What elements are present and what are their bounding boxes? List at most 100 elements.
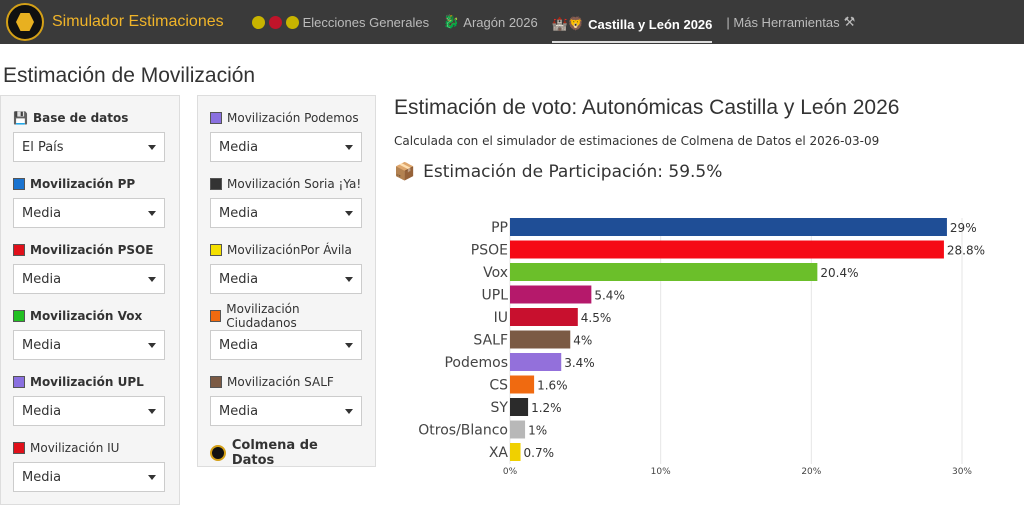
select-value: Media [22, 403, 62, 419]
select-dropdown[interactable]: Media [210, 264, 362, 294]
label-text: Movilización Ciudadanos [226, 302, 300, 330]
chevron-down-icon [148, 342, 156, 348]
category-label: UPL [482, 288, 509, 304]
label-text: MovilizaciónPor Ávila [227, 243, 352, 257]
category-label: Otros/Blanco [418, 423, 508, 439]
select-value: Media [22, 271, 62, 287]
select-dropdown[interactable]: Media [13, 264, 165, 294]
data-label: 4.5% [581, 311, 612, 325]
select-dropdown[interactable]: Media [13, 330, 165, 360]
color-swatch-icon [210, 376, 222, 388]
nav-label: Aragón 2026 [463, 14, 538, 30]
select-dropdown[interactable]: Media [13, 396, 165, 426]
bar-otrosblanco [510, 420, 526, 439]
data-label: 20.4% [820, 266, 858, 280]
select-dropdown[interactable]: Media [13, 462, 165, 492]
dragon-icon: 🐉 [443, 14, 460, 29]
select-value: Media [22, 469, 62, 485]
nav-castilla-leon[interactable]: 🏰🦁 Castilla y León 2026 [551, 7, 713, 43]
category-label: IU [494, 310, 508, 326]
ballot-box-icon: 📦 [394, 162, 416, 182]
select-value: El País [22, 139, 64, 155]
field: Movilización IU Media [13, 438, 167, 492]
color-swatch-icon [13, 178, 25, 190]
label-text: Movilización Podemos [227, 111, 359, 125]
field-label: 💾 Base de datos [13, 108, 167, 128]
select-dropdown[interactable]: Media [210, 132, 362, 162]
data-label: 3.4% [564, 356, 595, 370]
category-label: Vox [483, 265, 508, 281]
x-tick-label: 10% [651, 467, 671, 477]
chevron-down-icon [148, 210, 156, 216]
nav-label: Castilla y León 2026 [588, 16, 713, 32]
tools-icon: ⚒ [843, 14, 856, 29]
select-dropdown[interactable]: Media [210, 396, 362, 426]
nav-elecciones-generales[interactable]: Elecciones Generales [251, 0, 430, 44]
chevron-down-icon [345, 144, 353, 150]
color-swatch-icon [13, 244, 25, 256]
select-dropdown[interactable]: Media [210, 330, 362, 360]
left-controls-panel: 💾 Base de datos El País Movilización PP M… [0, 95, 180, 505]
chevron-down-icon [148, 408, 156, 414]
bar-upl [510, 285, 592, 304]
bar-cs [510, 375, 535, 394]
select-value: Media [22, 337, 62, 353]
category-label: XA [489, 445, 509, 461]
field-label: Movilización Soria ¡Ya! [210, 174, 363, 194]
bar-sy [510, 398, 529, 416]
category-label: PSOE [471, 243, 508, 259]
right-controls-panel: Movilización Podemos Media Movilización … [197, 95, 376, 468]
data-label: 29% [950, 221, 977, 235]
x-tick-label: 20% [801, 467, 821, 477]
select-value: Media [219, 337, 259, 353]
field-label: Movilización UPL [13, 372, 167, 392]
bar-salf [510, 330, 571, 349]
x-tick-label: 0% [503, 467, 518, 477]
top-nav: Simulador Estimaciones Elecciones Genera… [0, 0, 1024, 44]
dot-icon [268, 15, 282, 29]
select-dropdown[interactable]: Media [13, 198, 165, 228]
participation-heading: 📦 Estimación de Participación: 59.5% [394, 162, 899, 182]
bar-xa [510, 443, 521, 461]
chevron-down-icon [148, 144, 156, 150]
category-label: SALF [473, 333, 508, 349]
logo-icon[interactable] [6, 3, 44, 41]
colmena-logo[interactable]: Colmena de Datos [210, 438, 363, 468]
chevron-down-icon [345, 408, 353, 414]
field: Movilización PP Media [13, 174, 167, 228]
x-tick-label: 30% [952, 467, 972, 477]
colmena-text: Colmena de Datos [231, 438, 318, 468]
data-label: 0.7% [524, 446, 555, 460]
select-value: Media [219, 403, 259, 419]
chevron-down-icon [148, 474, 156, 480]
nav-label: Elecciones Generales [302, 14, 430, 30]
field-label: Movilización SALF [210, 372, 363, 392]
color-swatch-icon [13, 310, 25, 322]
nav-mas-herramientas[interactable]: | Más Herramientas ⚒ [726, 0, 855, 44]
data-label: 1% [528, 424, 547, 438]
data-label: 5.4% [594, 289, 625, 303]
dot-icon [251, 15, 265, 29]
chart-title: Estimación de voto: Autonómicas Castilla… [394, 96, 900, 119]
select-dropdown[interactable]: El País [13, 132, 165, 162]
nav-aragon[interactable]: 🐉 Aragón 2026 [443, 0, 538, 44]
select-dropdown[interactable]: Media [210, 198, 362, 228]
label-text: Movilización Soria ¡Ya! [227, 177, 362, 191]
field-label: Movilización IU [13, 438, 167, 458]
chart-subtitle: Calculada con el simulador de estimacion… [394, 134, 880, 148]
category-label: CS [489, 378, 508, 394]
color-swatch-icon [210, 310, 222, 322]
chevron-down-icon [345, 276, 353, 282]
color-swatch-icon [13, 376, 25, 388]
brand[interactable]: Simulador Estimaciones [52, 13, 224, 30]
nav-label: | Más Herramientas [726, 14, 840, 30]
field-label: Movilización Ciudadanos [210, 302, 363, 330]
bar-psoe [510, 240, 944, 259]
label-text: Movilización Vox [30, 309, 143, 323]
field-label: Movilización PP [13, 174, 167, 194]
bar-iu [510, 308, 578, 326]
select-value: Media [219, 139, 259, 155]
field-label: Movilización PSOE [13, 240, 167, 260]
field: Movilización SALF Media [210, 372, 363, 426]
field: Movilización PSOE Media [13, 240, 167, 294]
